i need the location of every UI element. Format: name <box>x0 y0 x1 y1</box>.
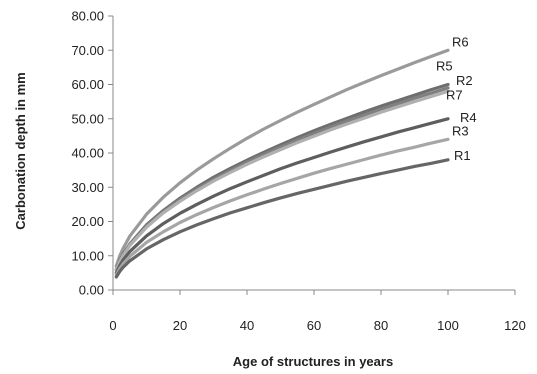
series-line-r4 <box>114 117 450 275</box>
series-line-r5 <box>114 82 450 271</box>
x-tick-label: 40 <box>240 318 254 333</box>
series-label-r6: R6 <box>452 34 469 49</box>
y-tick-label: 60.00 <box>71 77 104 92</box>
x-axis-title: Age of structures in years <box>233 354 393 369</box>
x-tick-label: 80 <box>374 318 388 333</box>
y-tick-label: 30.00 <box>71 180 104 195</box>
y-tick-label: 40.00 <box>71 146 104 161</box>
series-label-r7: R7 <box>446 87 463 102</box>
series-line-r2 <box>114 86 450 272</box>
series-label-r3: R3 <box>452 123 469 138</box>
y-tick-label: 70.00 <box>71 43 104 58</box>
x-tick-label: 20 <box>173 318 187 333</box>
series-group <box>114 48 450 279</box>
series-label-r2: R2 <box>456 73 473 88</box>
y-tick-label: 20.00 <box>71 214 104 229</box>
x-tick-label: 100 <box>437 318 459 333</box>
series-label-r5: R5 <box>436 59 453 74</box>
series-line-r1 <box>114 158 450 279</box>
y-tick-label: 10.00 <box>71 248 104 263</box>
series-label-r1: R1 <box>454 148 471 163</box>
x-tick-label: 60 <box>307 318 321 333</box>
y-tick-label: 50.00 <box>71 111 104 126</box>
series-label-r4: R4 <box>460 110 477 125</box>
y-tick-label: 0.00 <box>79 283 104 298</box>
y-tick-label: 80.00 <box>71 9 104 24</box>
x-tick-label: 0 <box>109 318 116 333</box>
series-line-r6 <box>114 48 450 268</box>
y-axis-title: Carbonation depth in mm <box>13 72 28 229</box>
axes: 0.00 10.00 20.00 30.00 40.00 50.00 60.00 70.00 8… <box>71 9 525 334</box>
x-tick-label: 120 <box>504 318 526 333</box>
series-line-r3 <box>114 137 450 277</box>
series-line-r7 <box>114 89 450 272</box>
